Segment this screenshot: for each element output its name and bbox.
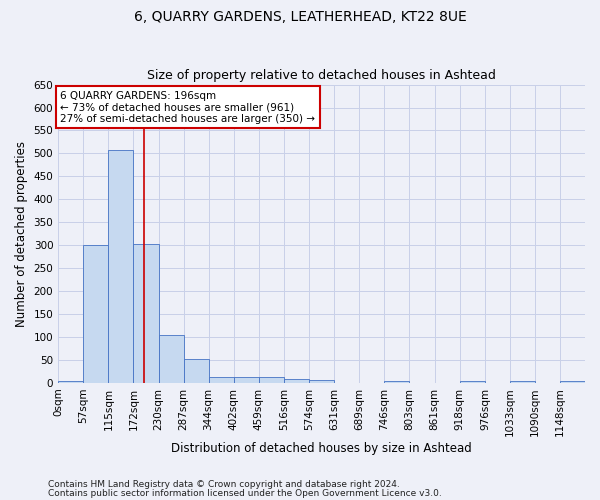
Bar bbox=[284, 378, 309, 383]
Bar bbox=[234, 377, 259, 383]
Bar bbox=[83, 245, 109, 383]
Text: 6, QUARRY GARDENS, LEATHERHEAD, KT22 8UE: 6, QUARRY GARDENS, LEATHERHEAD, KT22 8UE bbox=[134, 10, 466, 24]
Bar bbox=[159, 334, 184, 383]
Title: Size of property relative to detached houses in Ashtead: Size of property relative to detached ho… bbox=[147, 69, 496, 82]
Y-axis label: Number of detached properties: Number of detached properties bbox=[15, 140, 28, 326]
Bar bbox=[209, 377, 234, 383]
Bar bbox=[309, 380, 334, 383]
Bar bbox=[560, 382, 585, 383]
Bar bbox=[109, 150, 133, 383]
X-axis label: Distribution of detached houses by size in Ashtead: Distribution of detached houses by size … bbox=[171, 442, 472, 455]
Bar bbox=[184, 358, 209, 383]
Bar bbox=[510, 382, 535, 383]
Bar bbox=[460, 382, 485, 383]
Text: 6 QUARRY GARDENS: 196sqm
← 73% of detached houses are smaller (961)
27% of semi-: 6 QUARRY GARDENS: 196sqm ← 73% of detach… bbox=[61, 90, 316, 124]
Bar bbox=[58, 382, 83, 383]
Text: Contains public sector information licensed under the Open Government Licence v3: Contains public sector information licen… bbox=[48, 488, 442, 498]
Bar bbox=[385, 380, 409, 383]
Bar bbox=[133, 244, 159, 383]
Text: Contains HM Land Registry data © Crown copyright and database right 2024.: Contains HM Land Registry data © Crown c… bbox=[48, 480, 400, 489]
Bar bbox=[259, 377, 284, 383]
